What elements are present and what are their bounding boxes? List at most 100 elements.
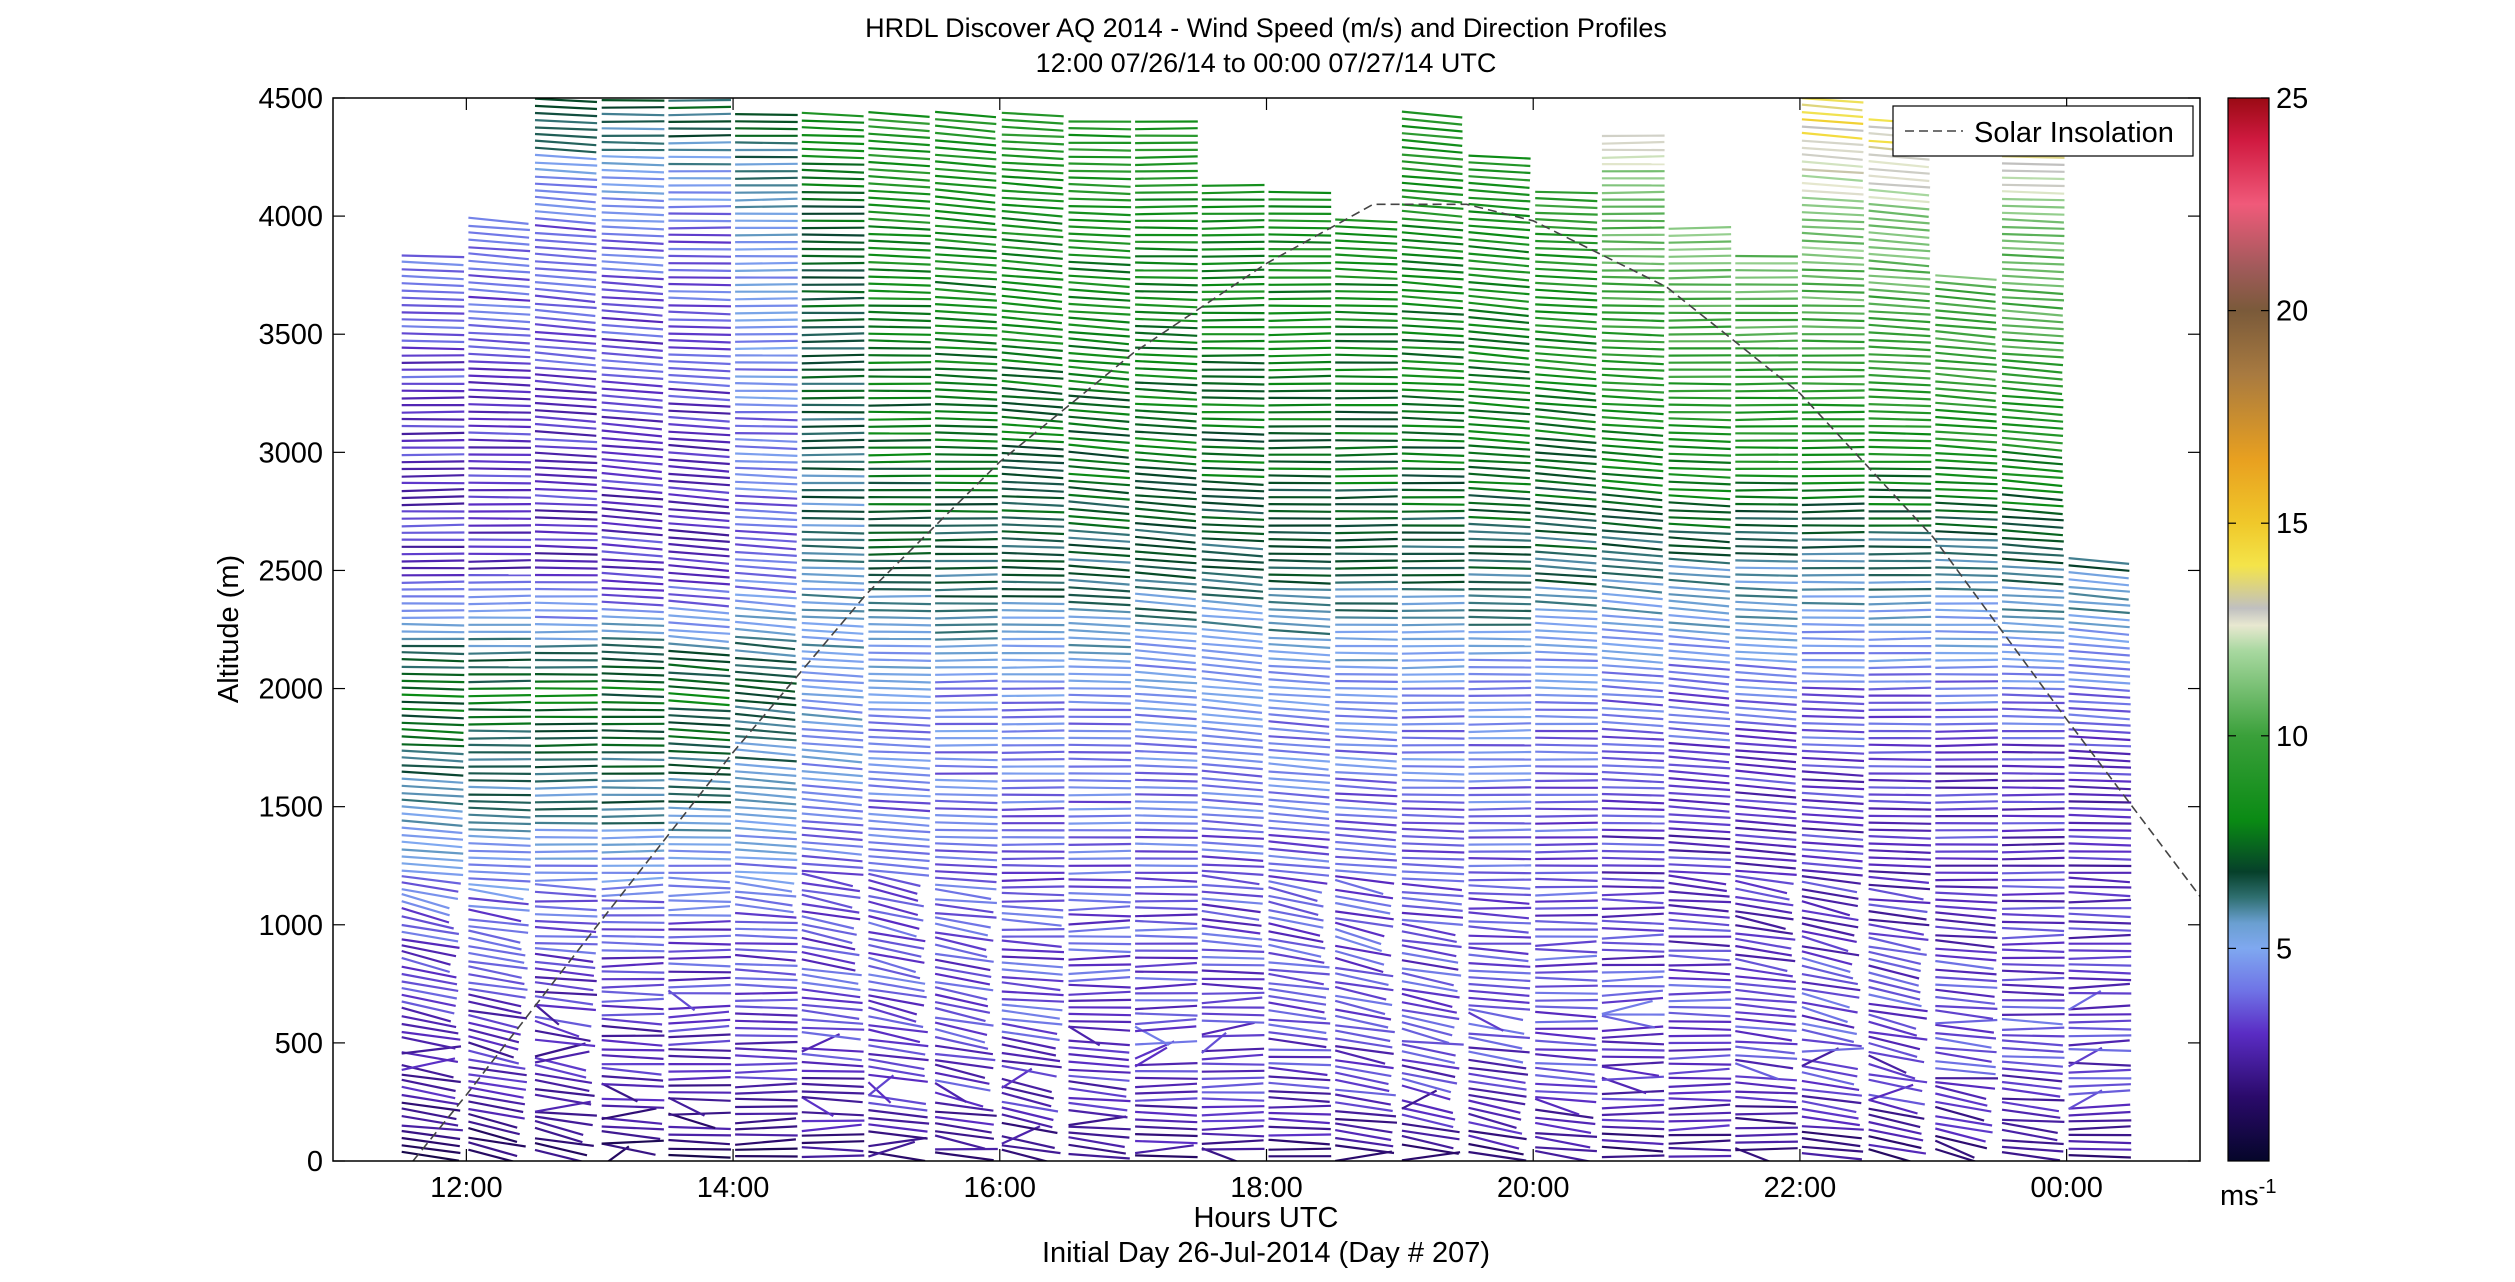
wind-barb (601, 359, 663, 366)
wind-barb (1935, 366, 1997, 373)
wind-barb (2068, 1039, 2130, 1047)
wind-barb (468, 1009, 528, 1020)
wind-barb (1935, 800, 1998, 804)
wind-barb (1735, 924, 1793, 935)
wind-barb (468, 580, 532, 584)
wind-barb (1201, 969, 1264, 975)
wind-barb (1735, 713, 1797, 721)
wind-barb (1935, 954, 1997, 962)
wind-barb (668, 1125, 731, 1131)
wind-barb (534, 890, 597, 898)
wind-barb (601, 267, 664, 274)
wind-barb (1068, 133, 1131, 138)
wind-barb (1735, 874, 1794, 885)
wind-barb (1134, 535, 1196, 544)
wind-barb (1535, 686, 1598, 691)
wind-barb (1268, 205, 1332, 208)
wind-barb (1201, 791, 1264, 798)
wind-barb (1668, 705, 1730, 714)
wind-barb (401, 254, 465, 259)
wind-barb (1601, 331, 1665, 337)
wind-barb (868, 827, 931, 834)
wind-barb (401, 949, 451, 966)
wind-barb (668, 1024, 730, 1033)
wind-barb (1601, 1132, 1665, 1138)
wind-barb (1201, 628, 1263, 636)
wind-barb (1068, 529, 1130, 537)
wind-barb (868, 118, 930, 125)
wind-barb (1668, 417, 1732, 422)
wind-barb (1935, 351, 1997, 360)
wind-barb (1668, 727, 1730, 735)
wind-barb (1668, 911, 1730, 919)
wind-barb (1668, 904, 1729, 913)
wind-barb (2001, 926, 2065, 933)
wind-barb (668, 836, 732, 839)
wind-barb (668, 437, 731, 444)
wind-barb (1401, 359, 1464, 366)
wind-barb (1135, 205, 1198, 209)
wind-barb (1001, 501, 1064, 507)
wind-barb (801, 945, 860, 957)
wind-barb (1001, 401, 1063, 409)
wind-barb (1801, 260, 1865, 266)
wind-barb (1935, 408, 1997, 416)
wind-barb (2001, 941, 2065, 946)
wind-barb (1001, 1003, 1063, 1012)
wind-barb (601, 849, 665, 854)
wind-barb (934, 1151, 994, 1161)
wind-barb (1068, 942, 1132, 946)
wind-barb (1001, 423, 1064, 430)
wind-barb (1135, 346, 1198, 351)
wind-barb (1135, 444, 1197, 451)
wind-barb (1068, 607, 1131, 614)
wind-barb (1468, 1093, 1526, 1106)
wind-barb (1268, 587, 1332, 591)
wind-barb (1801, 131, 1863, 140)
wind-barb (1935, 939, 1995, 949)
wind-barb (1401, 338, 1465, 344)
wind-barb (1268, 593, 1331, 599)
wind-barb (1201, 663, 1263, 672)
wind-barb (2068, 678, 2131, 685)
wind-barb (1335, 840, 1397, 848)
wind-barb (534, 523, 598, 528)
wind-barb (2068, 621, 2130, 629)
wind-barb (534, 1019, 580, 1038)
wind-barb (1535, 849, 1598, 854)
wind-barb (1268, 311, 1332, 315)
wind-barb (1268, 886, 1318, 902)
wind-barb (1601, 1075, 1664, 1081)
wind-barb (1601, 325, 1665, 329)
wind-barb (801, 1096, 834, 1118)
wind-barb (1135, 850, 1198, 853)
wind-barb (668, 599, 730, 608)
wind-barb (1801, 573, 1865, 577)
wind-barb (801, 240, 865, 244)
wind-barb (1201, 431, 1265, 436)
wind-barb (1801, 1088, 1863, 1097)
wind-barb (1268, 657, 1331, 664)
wind-barb (1735, 389, 1798, 393)
wind-barb (1135, 141, 1198, 145)
wind-barb (1001, 408, 1063, 416)
wind-barb (1268, 916, 1324, 929)
wind-barb (1334, 972, 1389, 986)
wind-barb (601, 842, 665, 846)
wind-barb (801, 1076, 865, 1080)
wind-barb (1801, 778, 1865, 784)
wind-barb (1201, 784, 1263, 792)
wind-barb (868, 848, 930, 855)
wind-barb (1601, 742, 1665, 748)
wind-barb (1668, 1082, 1731, 1088)
wind-barb (934, 1035, 989, 1050)
wind-barb (1935, 309, 1997, 317)
wind-barb (601, 736, 665, 740)
wind-barb (2001, 246, 2065, 252)
wind-barb (801, 685, 863, 693)
wind-barb (601, 1012, 665, 1017)
wind-barb (1268, 840, 1329, 849)
wind-barb (1468, 337, 1530, 346)
wind-barb (401, 855, 464, 862)
wind-barb (2001, 536, 2064, 543)
